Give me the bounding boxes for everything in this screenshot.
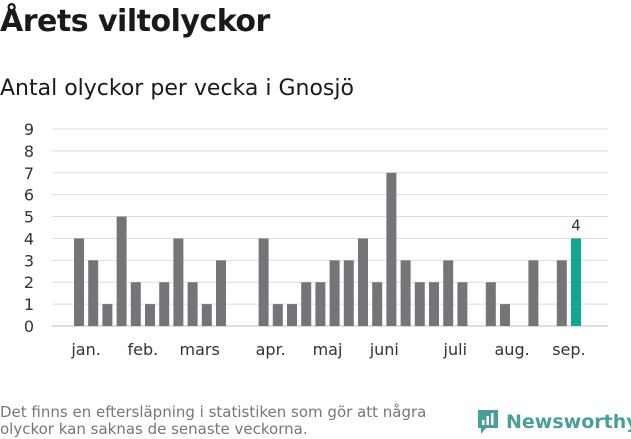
bar-week-36 (571, 238, 581, 326)
bar-week-4 (116, 216, 127, 326)
newsworthy-logo: Newsworthy (476, 408, 631, 436)
bar-week-7 (159, 282, 170, 326)
y-axis-ticks: 0 1 2 3 4 5 6 7 8 9 (24, 120, 34, 336)
y-tick-label: 9 (24, 120, 34, 139)
x-month-label: juli (443, 340, 467, 359)
bar-week-10 (201, 304, 212, 326)
chart-subtitle: Antal olyckor per vecka i Gnosjö (0, 76, 354, 101)
y-tick-label: 5 (24, 208, 34, 227)
bar-week-18 (315, 282, 326, 326)
bar-week-20 (343, 260, 354, 326)
bar-week-30 (485, 282, 496, 326)
x-month-label: maj (313, 340, 343, 359)
bar-week-2 (88, 260, 99, 326)
bar-week-22 (372, 282, 383, 326)
bar-week-6 (145, 304, 155, 326)
x-axis-month-labels: jan. feb. mars apr. maj juni juli aug. sep. (70, 340, 585, 359)
y-tick-label: 6 (24, 186, 34, 205)
bar-week-33 (528, 260, 539, 326)
bar-chart: 0 1 2 3 4 5 6 7 8 9 jan. feb. mars apr. maj juni juli au… (24, 120, 608, 359)
y-tick-label: 3 (24, 251, 34, 270)
bar-week-35 (556, 260, 567, 326)
chart-title: Årets viltolyckor (0, 4, 270, 39)
bar-week-27 (443, 260, 454, 326)
bar-week-17 (301, 282, 312, 326)
bar-week-3 (102, 304, 113, 326)
bar-week-11 (216, 260, 226, 326)
y-tick-label: 1 (24, 295, 34, 314)
bar-week-16 (287, 304, 297, 326)
bar-week-25 (414, 282, 425, 326)
brand-name: Newsworthy (506, 411, 631, 433)
x-month-label: jan. (70, 340, 100, 359)
bar-week-15 (272, 304, 283, 326)
bar-week-24 (400, 260, 411, 326)
bar-week-14 (258, 238, 269, 326)
newsworthy-logo-icon (478, 410, 498, 434)
bar-week-5 (130, 282, 141, 326)
x-month-label: mars (180, 340, 220, 359)
x-month-label: feb. (128, 340, 159, 359)
x-month-label: sep. (552, 340, 585, 359)
y-tick-label: 4 (24, 229, 34, 248)
data-labels: 4 (571, 216, 581, 234)
x-month-label: apr. (256, 340, 286, 359)
x-month-label: juni (369, 340, 399, 359)
bar-week-31 (500, 304, 510, 326)
bar-week-8 (173, 238, 184, 326)
y-tick-label: 8 (24, 142, 34, 161)
bar-week-21 (358, 238, 368, 326)
footnote: Det finns en eftersläpning i statistiken… (0, 403, 427, 438)
bar-week-28 (457, 282, 468, 326)
y-tick-label: 0 (24, 317, 34, 336)
bar-week-1 (74, 238, 84, 326)
y-tick-label: 2 (24, 273, 34, 292)
y-tick-label: 7 (24, 164, 34, 183)
bar-week-26 (429, 282, 439, 326)
bar-week-9 (187, 282, 198, 326)
bar-week-23 (386, 172, 397, 326)
highlight-data-label: 4 (571, 216, 581, 234)
bars (74, 172, 581, 326)
bar-week-19 (329, 260, 340, 326)
x-month-label: aug. (495, 340, 530, 359)
